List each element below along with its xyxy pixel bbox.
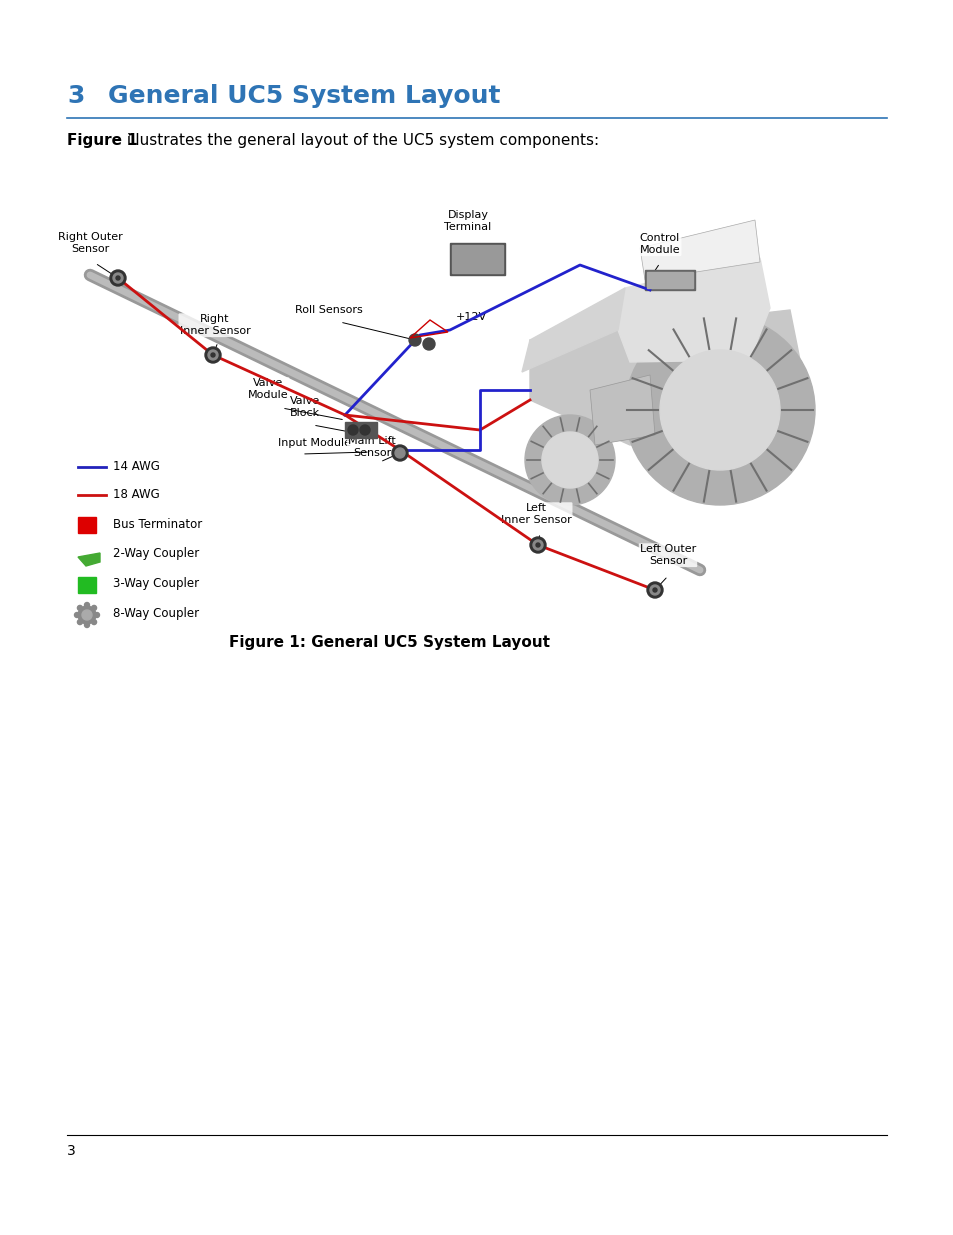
Polygon shape <box>618 258 769 362</box>
Circle shape <box>82 610 91 620</box>
Circle shape <box>646 582 662 598</box>
Bar <box>450 243 504 275</box>
Circle shape <box>208 350 218 359</box>
Circle shape <box>422 338 435 350</box>
Circle shape <box>205 347 221 363</box>
Text: Input Module: Input Module <box>277 438 351 448</box>
Polygon shape <box>521 288 624 372</box>
Bar <box>78 577 96 593</box>
Bar <box>644 270 695 290</box>
Text: 3-Way Coupler: 3-Way Coupler <box>112 578 199 590</box>
Circle shape <box>409 333 420 346</box>
Circle shape <box>77 620 82 625</box>
Circle shape <box>624 315 814 505</box>
Text: Left Outer
Sensor: Left Outer Sensor <box>639 545 696 566</box>
Text: General UC5 System Layout: General UC5 System Layout <box>108 84 500 107</box>
Polygon shape <box>530 310 800 445</box>
Text: Right Outer
Sensor: Right Outer Sensor <box>57 232 122 254</box>
Circle shape <box>541 432 598 488</box>
Circle shape <box>524 415 615 505</box>
Text: 3: 3 <box>67 84 84 107</box>
Circle shape <box>94 613 99 618</box>
Text: Control
Module: Control Module <box>639 233 679 254</box>
Bar <box>78 517 96 534</box>
Circle shape <box>359 425 370 435</box>
Circle shape <box>536 543 539 547</box>
Text: Right
Inner Sensor: Right Inner Sensor <box>179 315 250 336</box>
Polygon shape <box>78 553 100 566</box>
Circle shape <box>652 588 657 592</box>
Text: Main Lift
Sensor: Main Lift Sensor <box>348 436 395 458</box>
Circle shape <box>530 537 545 553</box>
Text: 14 AWG: 14 AWG <box>112 459 160 473</box>
Text: Left
Inner Sensor: Left Inner Sensor <box>500 504 571 525</box>
Circle shape <box>112 273 123 283</box>
Circle shape <box>533 540 542 550</box>
Text: Valve
Module: Valve Module <box>248 378 288 400</box>
Text: Display
Terminal: Display Terminal <box>444 210 491 232</box>
Text: Figure 1: Figure 1 <box>67 133 137 148</box>
Text: 3: 3 <box>67 1144 75 1158</box>
Circle shape <box>116 275 120 280</box>
Bar <box>646 272 692 288</box>
Circle shape <box>659 350 780 471</box>
Circle shape <box>392 445 408 461</box>
Circle shape <box>85 603 90 608</box>
Text: 2-Way Coupler: 2-Way Coupler <box>112 547 199 561</box>
Circle shape <box>211 353 214 357</box>
Text: 18 AWG: 18 AWG <box>112 488 159 500</box>
Text: 8-Way Coupler: 8-Way Coupler <box>112 608 199 620</box>
Circle shape <box>85 622 90 627</box>
Circle shape <box>395 448 405 458</box>
Circle shape <box>110 270 126 287</box>
Text: illustrates the general layout of the UC5 system components:: illustrates the general layout of the UC… <box>122 133 598 148</box>
Bar <box>452 245 502 273</box>
Circle shape <box>78 606 96 624</box>
Circle shape <box>91 620 96 625</box>
Circle shape <box>649 585 659 595</box>
Text: Roll Sensors: Roll Sensors <box>294 305 362 315</box>
Circle shape <box>74 613 79 618</box>
Bar <box>345 422 376 438</box>
Polygon shape <box>589 375 655 445</box>
Text: Bus Terminator: Bus Terminator <box>112 517 202 531</box>
Circle shape <box>77 605 82 610</box>
Text: Valve
Block: Valve Block <box>290 396 320 417</box>
Text: +12V: +12V <box>456 312 487 322</box>
Polygon shape <box>639 220 760 280</box>
Circle shape <box>91 605 96 610</box>
Text: Figure 1: General UC5 System Layout: Figure 1: General UC5 System Layout <box>230 635 550 650</box>
Circle shape <box>348 425 357 435</box>
